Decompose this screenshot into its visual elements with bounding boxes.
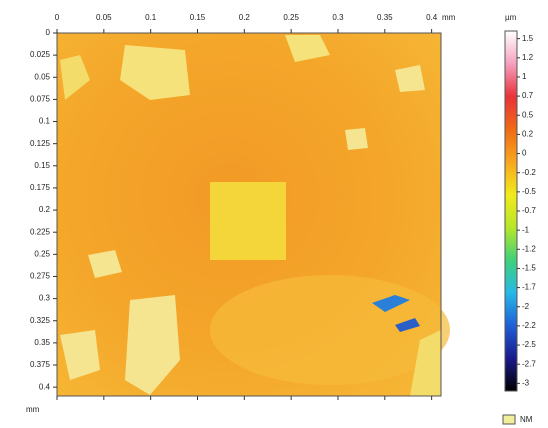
y-tick-label: 0.225 — [30, 227, 51, 236]
y-tick-label: 0.35 — [34, 338, 50, 347]
colorbar-tick-label: -2.7 — [522, 359, 536, 368]
surface-patch — [60, 330, 100, 380]
colorbar-tick-label: 0.5 — [522, 110, 534, 119]
y-tick-label: 0.375 — [30, 360, 51, 369]
x-tick-label: 0 — [55, 13, 60, 22]
colorbar-tick-label: -3 — [522, 378, 530, 387]
y-tick-label: 0.1 — [39, 117, 51, 126]
x-unit: mm — [442, 13, 456, 22]
x-tick-label: 0.2 — [239, 13, 251, 22]
x-tick-label: 0.3 — [332, 13, 344, 22]
x-tick-label: 0.35 — [377, 13, 393, 22]
colorbar-tick-label: -1.7 — [522, 283, 536, 292]
colorbar-tick-label: 1.2 — [522, 53, 534, 62]
colorbar-tick-label: -1.2 — [522, 244, 536, 253]
y-tick-label: 0.175 — [30, 183, 51, 192]
x-tick-label: 0.25 — [283, 13, 299, 22]
surface-patch — [410, 330, 441, 396]
y-tick-label: 0.15 — [34, 161, 50, 170]
y-tick-label: 0.275 — [30, 272, 51, 281]
y-tick-label: 0.325 — [30, 316, 51, 325]
colorbar-tick-label: -1.5 — [522, 264, 536, 273]
surface-patch — [210, 182, 286, 260]
y-tick-label: 0.025 — [30, 50, 51, 59]
colorbar-tick-label: -1 — [522, 225, 530, 234]
colorbar-tick-label: -2.2 — [522, 321, 536, 330]
colorbar-tick-label: -0.2 — [522, 168, 536, 177]
colorbar-tick-label: 1.5 — [522, 34, 534, 43]
surface-patch — [395, 65, 425, 92]
surface-patch — [60, 55, 90, 100]
surface-patch — [285, 35, 330, 62]
legend-swatch — [502, 414, 516, 425]
plot-frame — [56, 32, 442, 397]
surface-patch — [395, 318, 420, 332]
x-tick-label: 0.1 — [145, 13, 157, 22]
colorbar — [504, 30, 518, 392]
colorbar-tick-label: -2 — [522, 302, 530, 311]
surface-patch — [125, 295, 180, 395]
colorbar-tick-label: -0.7 — [522, 206, 536, 215]
y-tick-label: 0.125 — [30, 139, 51, 148]
surface-patch — [120, 45, 190, 100]
y-tick-label: 0 — [46, 28, 51, 37]
y-tick-label: 0.05 — [34, 72, 50, 81]
surface-patch — [345, 128, 368, 150]
x-tick-label: 0.15 — [190, 13, 206, 22]
y-tick-label: 0.2 — [39, 205, 51, 214]
x-tick-label: 0.4 — [426, 13, 438, 22]
x-tick-label: 0.05 — [96, 13, 112, 22]
y-tick-label: 0.3 — [39, 294, 51, 303]
y-tick-label: 0.4 — [39, 382, 51, 391]
colorbar-tick-label: -2.5 — [522, 340, 536, 349]
surface — [57, 33, 450, 396]
colorbar-tick-label: -0.5 — [522, 187, 536, 196]
surface-patch — [210, 275, 450, 385]
colorbar-tick-label: 1 — [522, 72, 527, 81]
legend-label: NM — [520, 415, 533, 424]
colorbar-tick-label: 0.7 — [522, 91, 534, 100]
colorbar-unit: µm — [505, 13, 517, 22]
surface-patch — [88, 250, 122, 278]
colorbar-tick-label: 0.2 — [522, 130, 534, 139]
y-tick-label: 0.25 — [34, 249, 50, 258]
surface-patch — [372, 295, 410, 312]
y-unit: mm — [26, 405, 40, 414]
y-tick-label: 0.075 — [30, 95, 51, 104]
colorbar-tick-label: 0 — [522, 149, 527, 158]
